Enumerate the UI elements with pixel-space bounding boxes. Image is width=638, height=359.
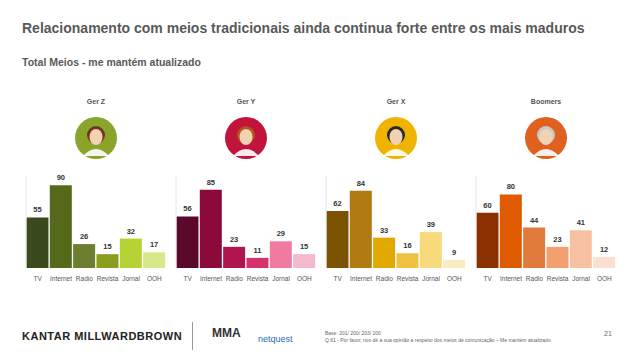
svg-text:TV: TV: [484, 275, 493, 282]
svg-text:85: 85: [207, 178, 215, 187]
svg-text:TV: TV: [34, 275, 43, 282]
svg-text:15: 15: [103, 242, 111, 251]
html-text:21: 21: [604, 330, 612, 337]
html-text:MMA: MMA: [212, 326, 241, 340]
svg-text:Revista: Revista: [97, 275, 119, 282]
svg-text:23: 23: [553, 235, 561, 244]
html-text:KANTAR MILLWARDBROWN: KANTAR MILLWARDBROWN: [22, 330, 183, 342]
svg-text:Radio: Radio: [76, 275, 93, 282]
svg-text:Radio: Radio: [226, 275, 243, 282]
svg-text:Internet: Internet: [500, 275, 522, 282]
html-text:Ger Z: Ger Z: [86, 98, 106, 105]
html-text:Boomers: Boomers: [530, 98, 562, 105]
svg-text:Jornal: Jornal: [422, 275, 440, 282]
html-text:Q.61 - Por favor, nos dê a sua: Q.61 - Por favor, nos dê a sua opinião a…: [325, 337, 551, 343]
svg-text:Jornal: Jornal: [122, 275, 140, 282]
svg-text:OOH: OOH: [597, 275, 612, 282]
svg-text:Radio: Radio: [526, 275, 543, 282]
html-text:Relacionamento com meios tradi: Relacionamento com meios tradicionais ai…: [22, 20, 585, 36]
svg-text:Internet: Internet: [50, 275, 72, 282]
svg-text:84: 84: [357, 179, 366, 188]
svg-text:29: 29: [277, 229, 285, 238]
svg-text:41: 41: [577, 218, 585, 227]
svg-text:60: 60: [483, 201, 491, 210]
html-text:Total Meios - me mantém atuali: Total Meios - me mantém atualizado: [22, 56, 201, 68]
svg-text:OOH: OOH: [447, 275, 462, 282]
html-text:Ger X: Ger X: [386, 98, 406, 105]
svg-text:56: 56: [183, 204, 191, 213]
svg-text:Internet: Internet: [350, 275, 372, 282]
svg-text:33: 33: [380, 226, 388, 235]
svg-text:39: 39: [427, 220, 435, 229]
svg-text:Jornal: Jornal: [572, 275, 590, 282]
svg-text:11: 11: [253, 246, 261, 255]
svg-text:55: 55: [33, 205, 41, 214]
svg-text:80: 80: [507, 182, 515, 191]
html-text:Base: 201/ 200/ 203/ 200: Base: 201/ 200/ 203/ 200: [325, 330, 381, 336]
svg-text:TV: TV: [184, 275, 193, 282]
svg-text:15: 15: [300, 242, 308, 251]
svg-text:Revista: Revista: [397, 275, 419, 282]
svg-text:Revista: Revista: [247, 275, 269, 282]
svg-text:62: 62: [333, 199, 341, 208]
svg-text:32: 32: [127, 227, 135, 236]
svg-text:44: 44: [530, 216, 539, 225]
svg-text:17: 17: [150, 240, 158, 249]
svg-text:Radio: Radio: [376, 275, 393, 282]
html-text:Ger Y: Ger Y: [236, 98, 256, 105]
svg-text:TV: TV: [334, 275, 343, 282]
svg-text:90: 90: [57, 173, 65, 182]
svg-text:12: 12: [600, 245, 608, 254]
svg-text:26: 26: [80, 232, 88, 241]
svg-text:OOH: OOH: [147, 275, 162, 282]
svg-text:16: 16: [403, 241, 411, 250]
svg-text:23: 23: [230, 235, 238, 244]
svg-text:OOH: OOH: [297, 275, 312, 282]
svg-text:Jornal: Jornal: [272, 275, 290, 282]
html-text:netquest: netquest: [258, 334, 293, 344]
svg-text:9: 9: [452, 248, 456, 257]
svg-text:Internet: Internet: [200, 275, 222, 282]
svg-text:Revista: Revista: [547, 275, 569, 282]
